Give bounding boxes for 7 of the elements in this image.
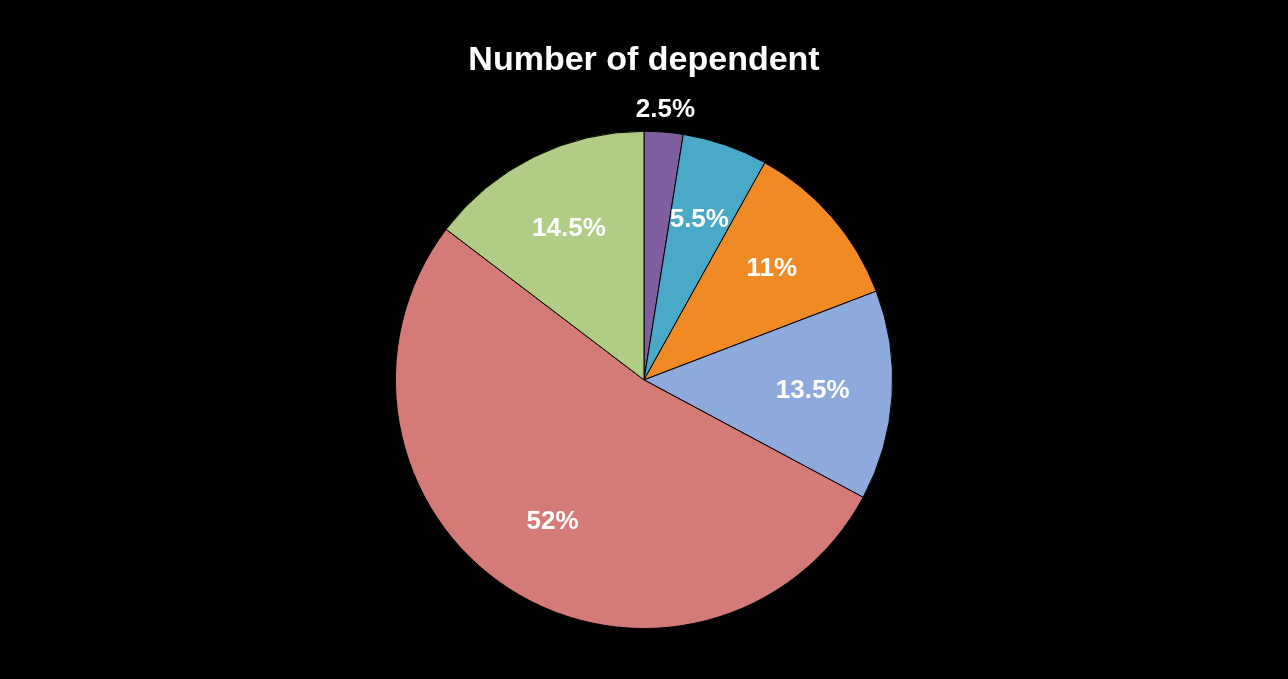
data-label: 2.5%: [635, 93, 696, 124]
data-label: 11%: [746, 252, 798, 283]
data-label: 13.5%: [775, 373, 850, 404]
data-label: 14.5%: [532, 211, 606, 242]
data-label: 5.5%: [669, 203, 729, 234]
data-label: 52%: [526, 505, 579, 536]
chart-title: Number of dependent: [468, 38, 820, 77]
